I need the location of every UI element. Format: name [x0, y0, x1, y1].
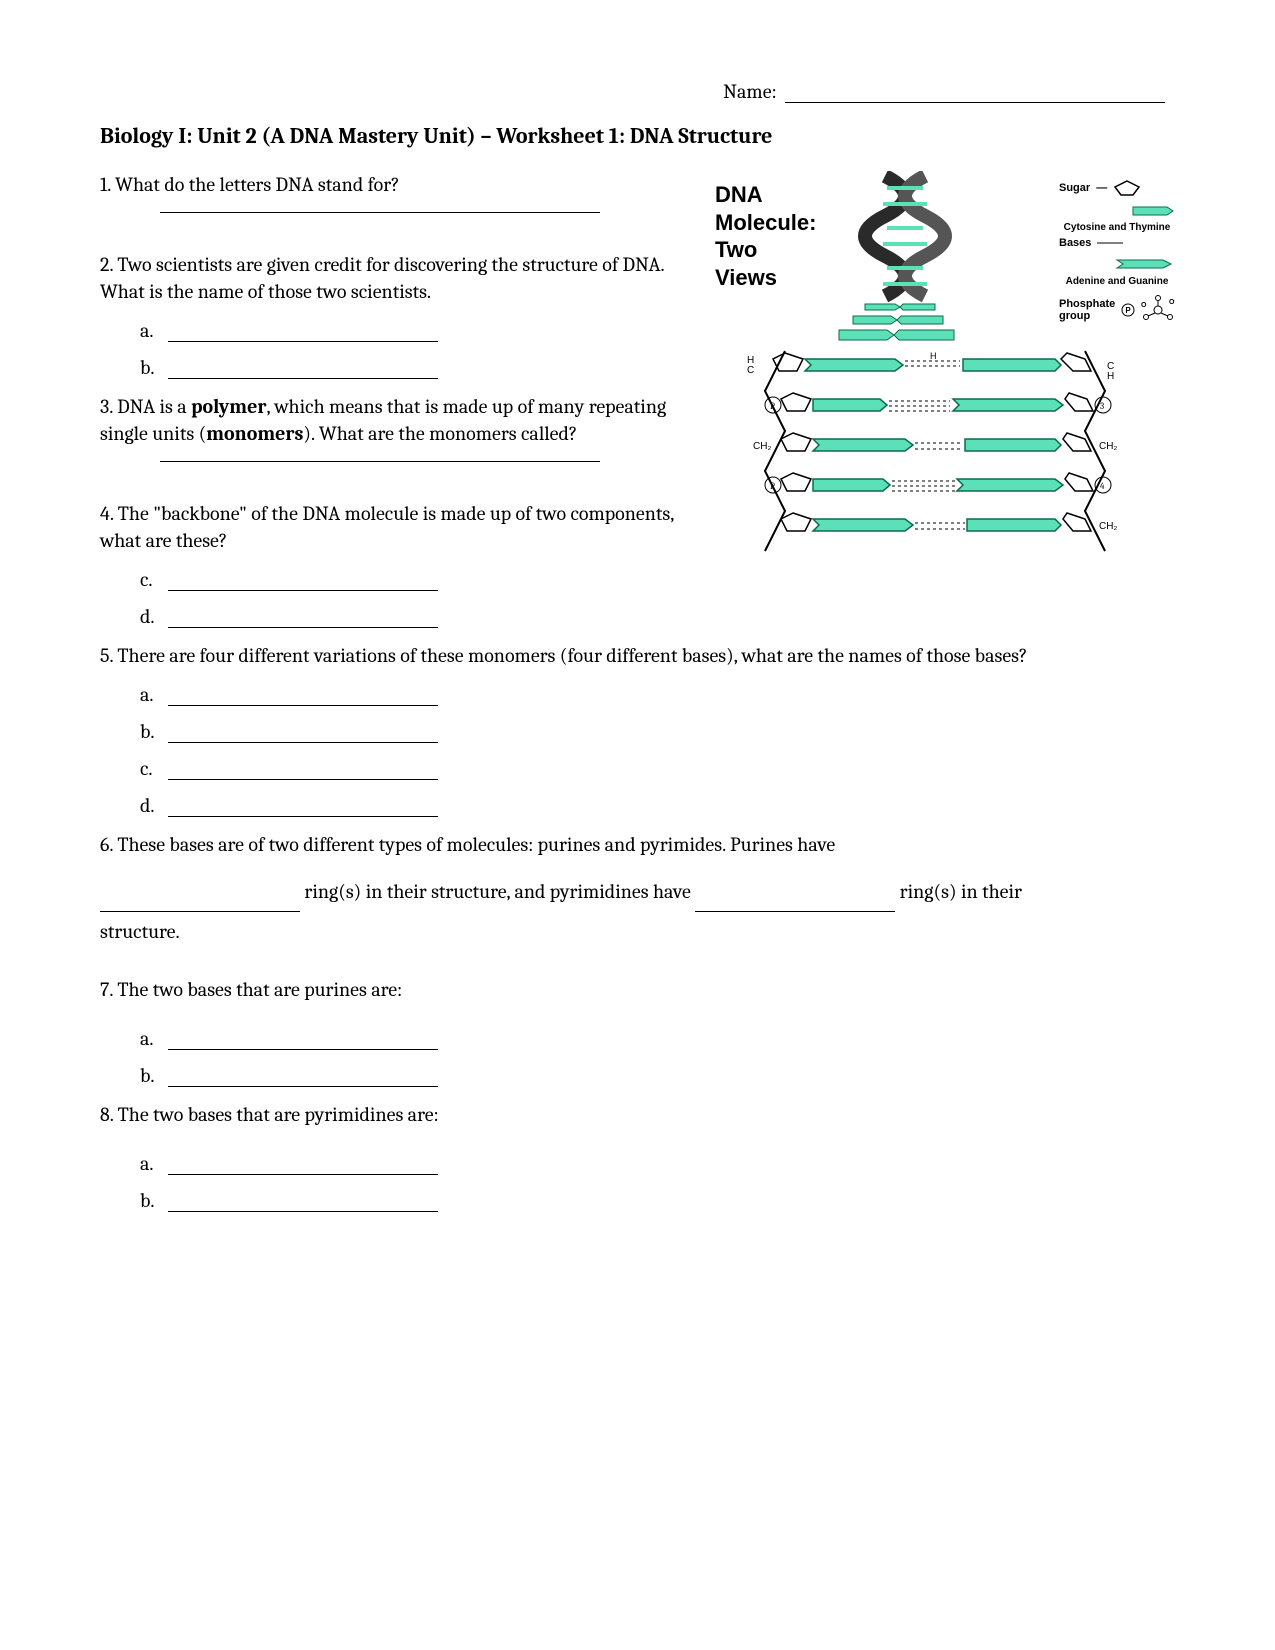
- q8-a: a.: [140, 1152, 1100, 1175]
- question-6: 6. These bases are of two different type…: [100, 831, 1100, 858]
- full-width-section: 5. There are four different variations o…: [100, 642, 1100, 1212]
- question-8: 8. The two bases that are pyrimidines ar…: [100, 1101, 1100, 1128]
- svg-text:4: 4: [1100, 482, 1105, 492]
- q5-c: c.: [140, 757, 1100, 780]
- q6-pre: 6. These bases are of two different type…: [100, 833, 835, 856]
- q3-blank[interactable]: [160, 461, 600, 462]
- q8-b-blank[interactable]: [168, 1211, 438, 1212]
- letter-a: a.: [140, 683, 164, 706]
- svg-text:H: H: [1107, 371, 1114, 382]
- question-6-line2: ring(s) in their structure, and pyrimidi…: [100, 872, 1100, 952]
- q7-a: a.: [140, 1027, 1100, 1050]
- worksheet-page: Name: Biology I: Unit 2 (A DNA Mastery U…: [0, 0, 1275, 1650]
- question-3: 3. DNA is a polymer, which means that is…: [100, 393, 680, 447]
- svg-text:P: P: [770, 402, 775, 412]
- letter-d: d.: [140, 605, 164, 628]
- q3-post: ). What are the monomers called?: [303, 422, 577, 445]
- rung-5: CH₂: [781, 513, 1117, 532]
- svg-text:CH₂: CH₂: [1099, 441, 1117, 452]
- q1-blank[interactable]: [160, 212, 600, 213]
- name-field-row: Name:: [100, 80, 1175, 103]
- q3-bold2: monomers: [206, 422, 303, 445]
- question-5: 5. There are four different variations o…: [100, 642, 1100, 669]
- name-blank[interactable]: [785, 102, 1165, 103]
- rung-3: CH₂ CH₂: [753, 433, 1117, 452]
- svg-text:C: C: [747, 365, 754, 376]
- q5-b-blank[interactable]: [168, 742, 438, 743]
- svg-text:CH₂: CH₂: [1099, 521, 1117, 532]
- letter-a: a.: [140, 1027, 164, 1050]
- q3-bold1: polymer: [191, 395, 266, 418]
- q6-blank2[interactable]: [695, 911, 895, 912]
- q5-d-blank[interactable]: [168, 816, 438, 817]
- left-column: 1. What do the letters DNA stand for? 2.…: [100, 171, 680, 628]
- q6-blank1[interactable]: [100, 911, 300, 912]
- letter-d: d.: [140, 794, 164, 817]
- letter-a: a.: [140, 1152, 164, 1175]
- q3-pre: 3. DNA is a: [100, 395, 191, 418]
- rung-4: P 4: [765, 473, 1111, 493]
- dna-svg: H P 3: [715, 171, 1175, 591]
- q8-a-blank[interactable]: [168, 1174, 438, 1175]
- svg-text:3: 3: [1100, 402, 1104, 412]
- worksheet-title: Biology I: Unit 2 (A DNA Mastery Unit) –…: [100, 123, 1175, 149]
- letter-b: b.: [140, 1064, 164, 1087]
- q7-b: b.: [140, 1064, 1100, 1087]
- letter-b: b.: [140, 1189, 164, 1212]
- q4-d-blank[interactable]: [168, 627, 438, 628]
- dna-diagram: DNA Molecule: Two Views Sugar —: [715, 171, 1175, 591]
- q7-a-blank[interactable]: [168, 1049, 438, 1050]
- svg-text:P: P: [770, 482, 775, 492]
- q5-c-blank[interactable]: [168, 779, 438, 780]
- rung-1: H: [773, 351, 1091, 371]
- name-label: Name:: [723, 80, 776, 103]
- svg-text:H: H: [930, 351, 937, 361]
- q5-b: b.: [140, 720, 1100, 743]
- q7-b-blank[interactable]: [168, 1086, 438, 1087]
- question-4: 4. The "backbone" of the DNA molecule is…: [100, 500, 680, 554]
- question-2: 2. Two scientists are given credit for d…: [100, 251, 680, 305]
- q4-c: c.: [140, 568, 680, 591]
- rung-2: P 3: [765, 393, 1111, 413]
- letter-a: a.: [140, 319, 164, 342]
- letter-c: c.: [140, 568, 164, 591]
- q4-d: d.: [140, 605, 680, 628]
- q5-a: a.: [140, 683, 1100, 706]
- q5-a-blank[interactable]: [168, 705, 438, 706]
- q2-a: a.: [140, 319, 680, 342]
- q2-b-blank[interactable]: [168, 378, 438, 379]
- question-7: 7. The two bases that are purines are:: [100, 976, 1100, 1003]
- q4-c-blank[interactable]: [168, 590, 438, 591]
- q2-b: b.: [140, 356, 680, 379]
- content-area: DNA Molecule: Two Views Sugar —: [100, 171, 1175, 1212]
- question-1: 1. What do the letters DNA stand for?: [100, 171, 680, 198]
- q5-d: d.: [140, 794, 1100, 817]
- letter-b: b.: [140, 720, 164, 743]
- q8-b: b.: [140, 1189, 1100, 1212]
- q2-a-blank[interactable]: [168, 341, 438, 342]
- letter-b: b.: [140, 356, 164, 379]
- letter-c: c.: [140, 757, 164, 780]
- svg-text:CH₂: CH₂: [753, 441, 771, 452]
- q6-mid: ring(s) in their structure, and pyrimidi…: [300, 880, 695, 903]
